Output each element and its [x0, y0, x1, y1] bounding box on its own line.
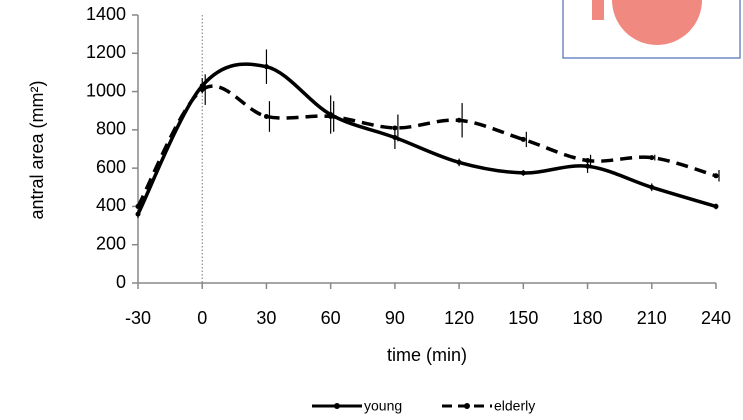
point [520, 170, 526, 176]
point [456, 159, 462, 165]
point [649, 184, 655, 190]
line-series [136, 62, 717, 215]
point [135, 211, 141, 217]
point [392, 125, 398, 131]
y-tick-label: 400 [96, 195, 126, 215]
x-tick-label: 30 [256, 308, 276, 328]
x-tick-label: 240 [701, 308, 731, 328]
point [456, 117, 462, 123]
x-tick-label: 0 [197, 308, 207, 328]
x-axis-label: time (min) [387, 345, 467, 365]
point [713, 203, 719, 209]
y-tick-label: 600 [96, 157, 126, 177]
point [713, 173, 719, 179]
legend-marker [464, 403, 470, 409]
legend-label: young [364, 398, 402, 414]
x-tick-label: 150 [508, 308, 538, 328]
y-tick-label: 1400 [86, 4, 126, 24]
y-tick-label: 200 [96, 233, 126, 253]
y-tick-label: 1000 [86, 80, 126, 100]
point [263, 64, 269, 70]
line-series [136, 84, 717, 208]
x-tick-label: 180 [573, 308, 603, 328]
point [392, 135, 398, 141]
logo [592, 0, 702, 45]
x-tick-label: 90 [385, 308, 405, 328]
y-axis-label: antral area (mm²) [27, 80, 47, 219]
point [585, 163, 591, 169]
x-tick-label: 60 [321, 308, 341, 328]
point [649, 155, 655, 161]
point [199, 87, 205, 93]
x-tick-label: 210 [637, 308, 667, 328]
y-tick-label: 0 [116, 272, 126, 292]
y-tick-label: 800 [96, 119, 126, 139]
point [328, 113, 334, 119]
point [135, 203, 141, 209]
legend-label: elderly [494, 398, 535, 414]
x-tick-label: -30 [125, 308, 151, 328]
x-tick-label: 120 [444, 308, 474, 328]
point [263, 113, 269, 119]
y-tick-label: 1200 [86, 42, 126, 62]
point [585, 157, 591, 163]
point [520, 136, 526, 142]
legend-marker [334, 403, 340, 409]
